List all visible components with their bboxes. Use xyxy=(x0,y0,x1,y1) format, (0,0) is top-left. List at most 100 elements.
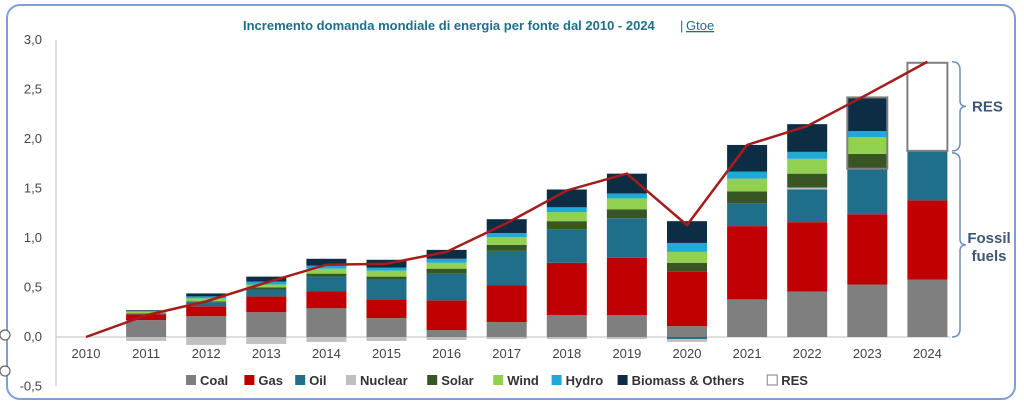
bar-segment: Coal 2016 xyxy=(426,330,467,337)
bar-segment: Gas 2018 xyxy=(546,262,587,316)
bar-segment: Hydro 2023 xyxy=(847,131,888,138)
bar-segment: Biomass & Others 2020 xyxy=(667,221,707,243)
legend-swatch xyxy=(295,375,306,385)
resize-handle-top[interactable] xyxy=(0,329,11,341)
bar-segment: Oil 2022 xyxy=(787,189,828,223)
resize-handle-bottom[interactable] xyxy=(0,365,11,377)
x-tick-label: 2014 xyxy=(312,346,341,361)
bar-segment: Gas 2013 xyxy=(246,296,287,313)
total-demand-line xyxy=(85,60,928,339)
bar-segment: Nuclear 2022 xyxy=(787,187,828,190)
bar-segment: Coal 2020 xyxy=(667,326,707,337)
bar-segment: Wind 2020 xyxy=(667,251,707,263)
bar-segment: Gas 2016 xyxy=(426,300,467,331)
bar-segment: Wind 2012 xyxy=(186,298,227,302)
y-tick-label: 2,5 xyxy=(24,82,42,97)
y-tick-label: 1,0 xyxy=(24,230,42,245)
chart-title-separator: | xyxy=(680,18,683,33)
bar-segment: Hydro 2015 xyxy=(366,267,407,271)
bar-segment: Nuclear 2011 xyxy=(126,337,167,341)
bar-segment: Coal 2022 xyxy=(787,291,828,337)
bars: Coal 2011Gas 2011Oil 2011 Nuclear 2011 Win… xyxy=(126,61,949,345)
bar-segment: Coal 2021 xyxy=(727,299,768,337)
bar-segment: Gas 2024 xyxy=(907,200,948,280)
bar-segment: Coal 2011 xyxy=(126,320,167,337)
chart-title: Incremento domanda mondiale di energia p… xyxy=(243,18,656,33)
bar-segment: Wind 2023 xyxy=(847,137,888,154)
legend-label: Solar xyxy=(441,373,474,388)
bar-segment: Coal 2015 xyxy=(366,318,407,337)
bar-segment: Gas 2012 xyxy=(186,306,227,317)
bar-segment: Oil 2011 xyxy=(126,313,167,315)
legend-label: Coal xyxy=(200,373,228,388)
bar-segment: Hydro 2016 xyxy=(426,258,467,263)
bar-segment: Solar 2015 xyxy=(366,276,407,280)
bar-segment: Wind 2018 xyxy=(546,212,587,222)
bar-segment: Biomass & Others 2018 xyxy=(546,189,587,208)
bar-segment: Nuclear 2019 xyxy=(606,337,647,339)
bar-segment: Hydro 2020 xyxy=(667,242,707,252)
legend-label: Gas xyxy=(258,373,283,388)
bar-segment: Oil 2023 xyxy=(847,168,888,215)
bar-segment: Gas 2019 xyxy=(606,257,647,316)
bar-segment: Solar 2023 xyxy=(847,153,888,169)
legend-swatch xyxy=(493,375,504,385)
bar-segment: Oil 2016 xyxy=(426,273,467,301)
bar-segment: Oil 2014 xyxy=(306,276,347,292)
bar-segment: Gas 2020 xyxy=(667,271,707,327)
bar-segment: Wind 2021 xyxy=(727,178,768,192)
fossil-brace xyxy=(951,152,967,338)
legend-swatch xyxy=(244,375,255,385)
bar-segment: Solar 2013 xyxy=(246,287,287,290)
legend-swatch xyxy=(617,375,628,385)
y-tick-label: 0,5 xyxy=(24,280,42,295)
bar-segment: Hydro 2022 xyxy=(787,151,828,159)
bar-segment: Solar 2019 xyxy=(606,209,647,219)
legend-swatch xyxy=(427,375,438,385)
x-tick-label: 2018 xyxy=(552,346,581,361)
bar-segment: Nuclear 2018 xyxy=(546,337,587,339)
bar-segment: Solar 2021 xyxy=(727,191,768,204)
x-tick-label: 2016 xyxy=(432,346,461,361)
legend-label: Nuclear xyxy=(360,373,408,388)
bar-segment: Coal 2017 xyxy=(486,322,527,337)
bar-segment: Biomass & Others 2014 xyxy=(306,258,347,266)
bar-segment: Biomass & Others 2013 xyxy=(246,276,287,282)
bar-segment: Oil 2020 xyxy=(667,337,707,339)
bar-segment: Oil 2019 xyxy=(606,218,647,258)
bar-segment: Biomass & Others 2021 xyxy=(727,144,768,172)
legend-swatch xyxy=(766,374,778,386)
bar-segment: Gas 2023 xyxy=(847,214,888,285)
x-tick-label: 2023 xyxy=(853,346,882,361)
legend-label: Biomass & Others xyxy=(632,373,745,388)
legend-label: RES xyxy=(781,373,808,388)
bar-segment: Coal 2012 xyxy=(186,316,227,337)
x-tick-label: 2013 xyxy=(252,346,281,361)
legend-swatch xyxy=(186,375,196,385)
bar-segment: Nuclear 2020 xyxy=(667,338,707,342)
bar-segment: Biomass & Others 2016 xyxy=(426,249,467,259)
bar-segment: Nuclear 2016 xyxy=(426,337,467,340)
res-outline-2023 xyxy=(846,96,889,170)
bar-segment: Biomass & Others 2012 xyxy=(186,293,227,297)
x-tick-label: 2019 xyxy=(612,346,641,361)
y-tick-label: 0,0 xyxy=(24,329,42,344)
bar-segment: Coal 2014 xyxy=(306,308,347,337)
total-line-group xyxy=(85,60,928,339)
bar-segment: Wind 2011 xyxy=(126,311,167,314)
bar-segment: Nuclear 2017 xyxy=(486,337,527,339)
x-tick-label: 2017 xyxy=(492,346,521,361)
res-label: RES xyxy=(972,98,1003,115)
bar-segment: Nuclear 2015 xyxy=(366,337,407,341)
bar-segment: Coal 2013 xyxy=(246,312,287,337)
legend: Coal Gas Oil Nuclear Solar Wind Hydro Biomass &… xyxy=(186,373,808,388)
bar-segment: Wind 2016 xyxy=(426,262,467,269)
bar-segment: Solar 2018 xyxy=(546,221,587,230)
y-tick-label: 2,0 xyxy=(24,131,42,146)
legend-label: Oil xyxy=(309,373,326,388)
bar-segment: Hydro 2018 xyxy=(546,207,587,213)
bar-segment: Gas 2011 xyxy=(126,314,167,321)
res-brace xyxy=(951,61,967,152)
bar-segment: Hydro 2012 xyxy=(186,296,227,299)
